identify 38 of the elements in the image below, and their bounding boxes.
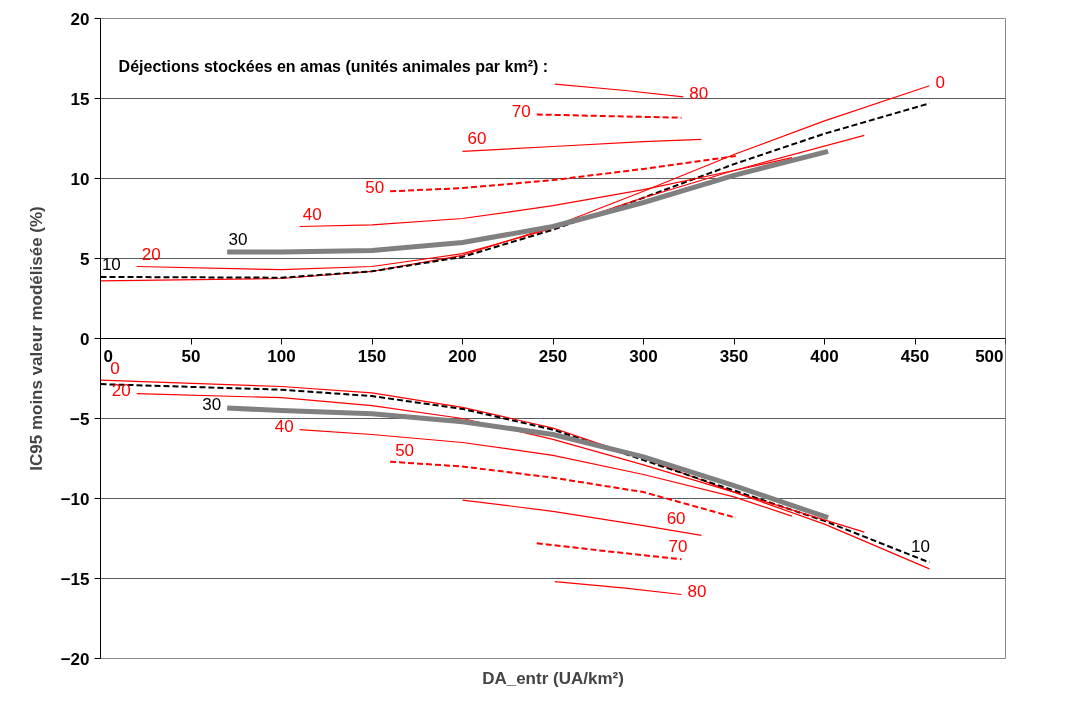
x-tick-label: 500	[975, 346, 1004, 366]
y-tick-label: 20	[70, 9, 90, 29]
annotation: 80	[689, 83, 709, 103]
x-tick-label: 100	[267, 346, 296, 366]
y-tick-label: −20	[60, 649, 90, 669]
annotation: 70	[668, 536, 688, 556]
x-tick-label: 450	[900, 346, 930, 366]
x-tick-label: 300	[629, 346, 658, 366]
x-axis-title: DA_entr (UA/km²)	[482, 668, 624, 688]
y-tick-label: −15	[60, 569, 90, 589]
annotation: 40	[302, 204, 322, 224]
annotation: 40	[274, 416, 294, 436]
annotation: 0	[935, 72, 945, 92]
x-tick-label: 400	[810, 346, 839, 366]
y-tick-label: 0	[80, 329, 90, 349]
annotation: 30	[228, 230, 248, 250]
annotation: 60	[666, 509, 686, 529]
x-tick-label: 150	[357, 346, 387, 366]
annotation: 80	[687, 581, 707, 601]
annotation: 50	[395, 440, 415, 460]
x-tick-label: 50	[181, 346, 201, 366]
annotation: 70	[511, 101, 531, 121]
y-tick-label: −5	[70, 409, 90, 429]
y-axis-title: IC95 moins valeur modélisée (%)	[26, 206, 46, 471]
annotation: 20	[111, 380, 131, 400]
annotation: 10	[910, 536, 930, 556]
y-tick-label: 15	[70, 89, 90, 109]
x-tick-label: 250	[538, 346, 568, 366]
x-tick-label: 350	[719, 346, 749, 366]
y-tick-label: 10	[70, 169, 90, 189]
annotation: 10	[101, 254, 121, 274]
annotation: Déjections stockées en amas (unités animales par km²) :	[118, 58, 549, 75]
annotation: 30	[202, 395, 222, 415]
y-tick-label: −10	[60, 489, 90, 509]
annotation: 50	[365, 178, 385, 198]
annotation: 60	[467, 128, 487, 148]
x-tick-label: 200	[448, 346, 477, 366]
y-tick-label: 5	[80, 249, 90, 269]
